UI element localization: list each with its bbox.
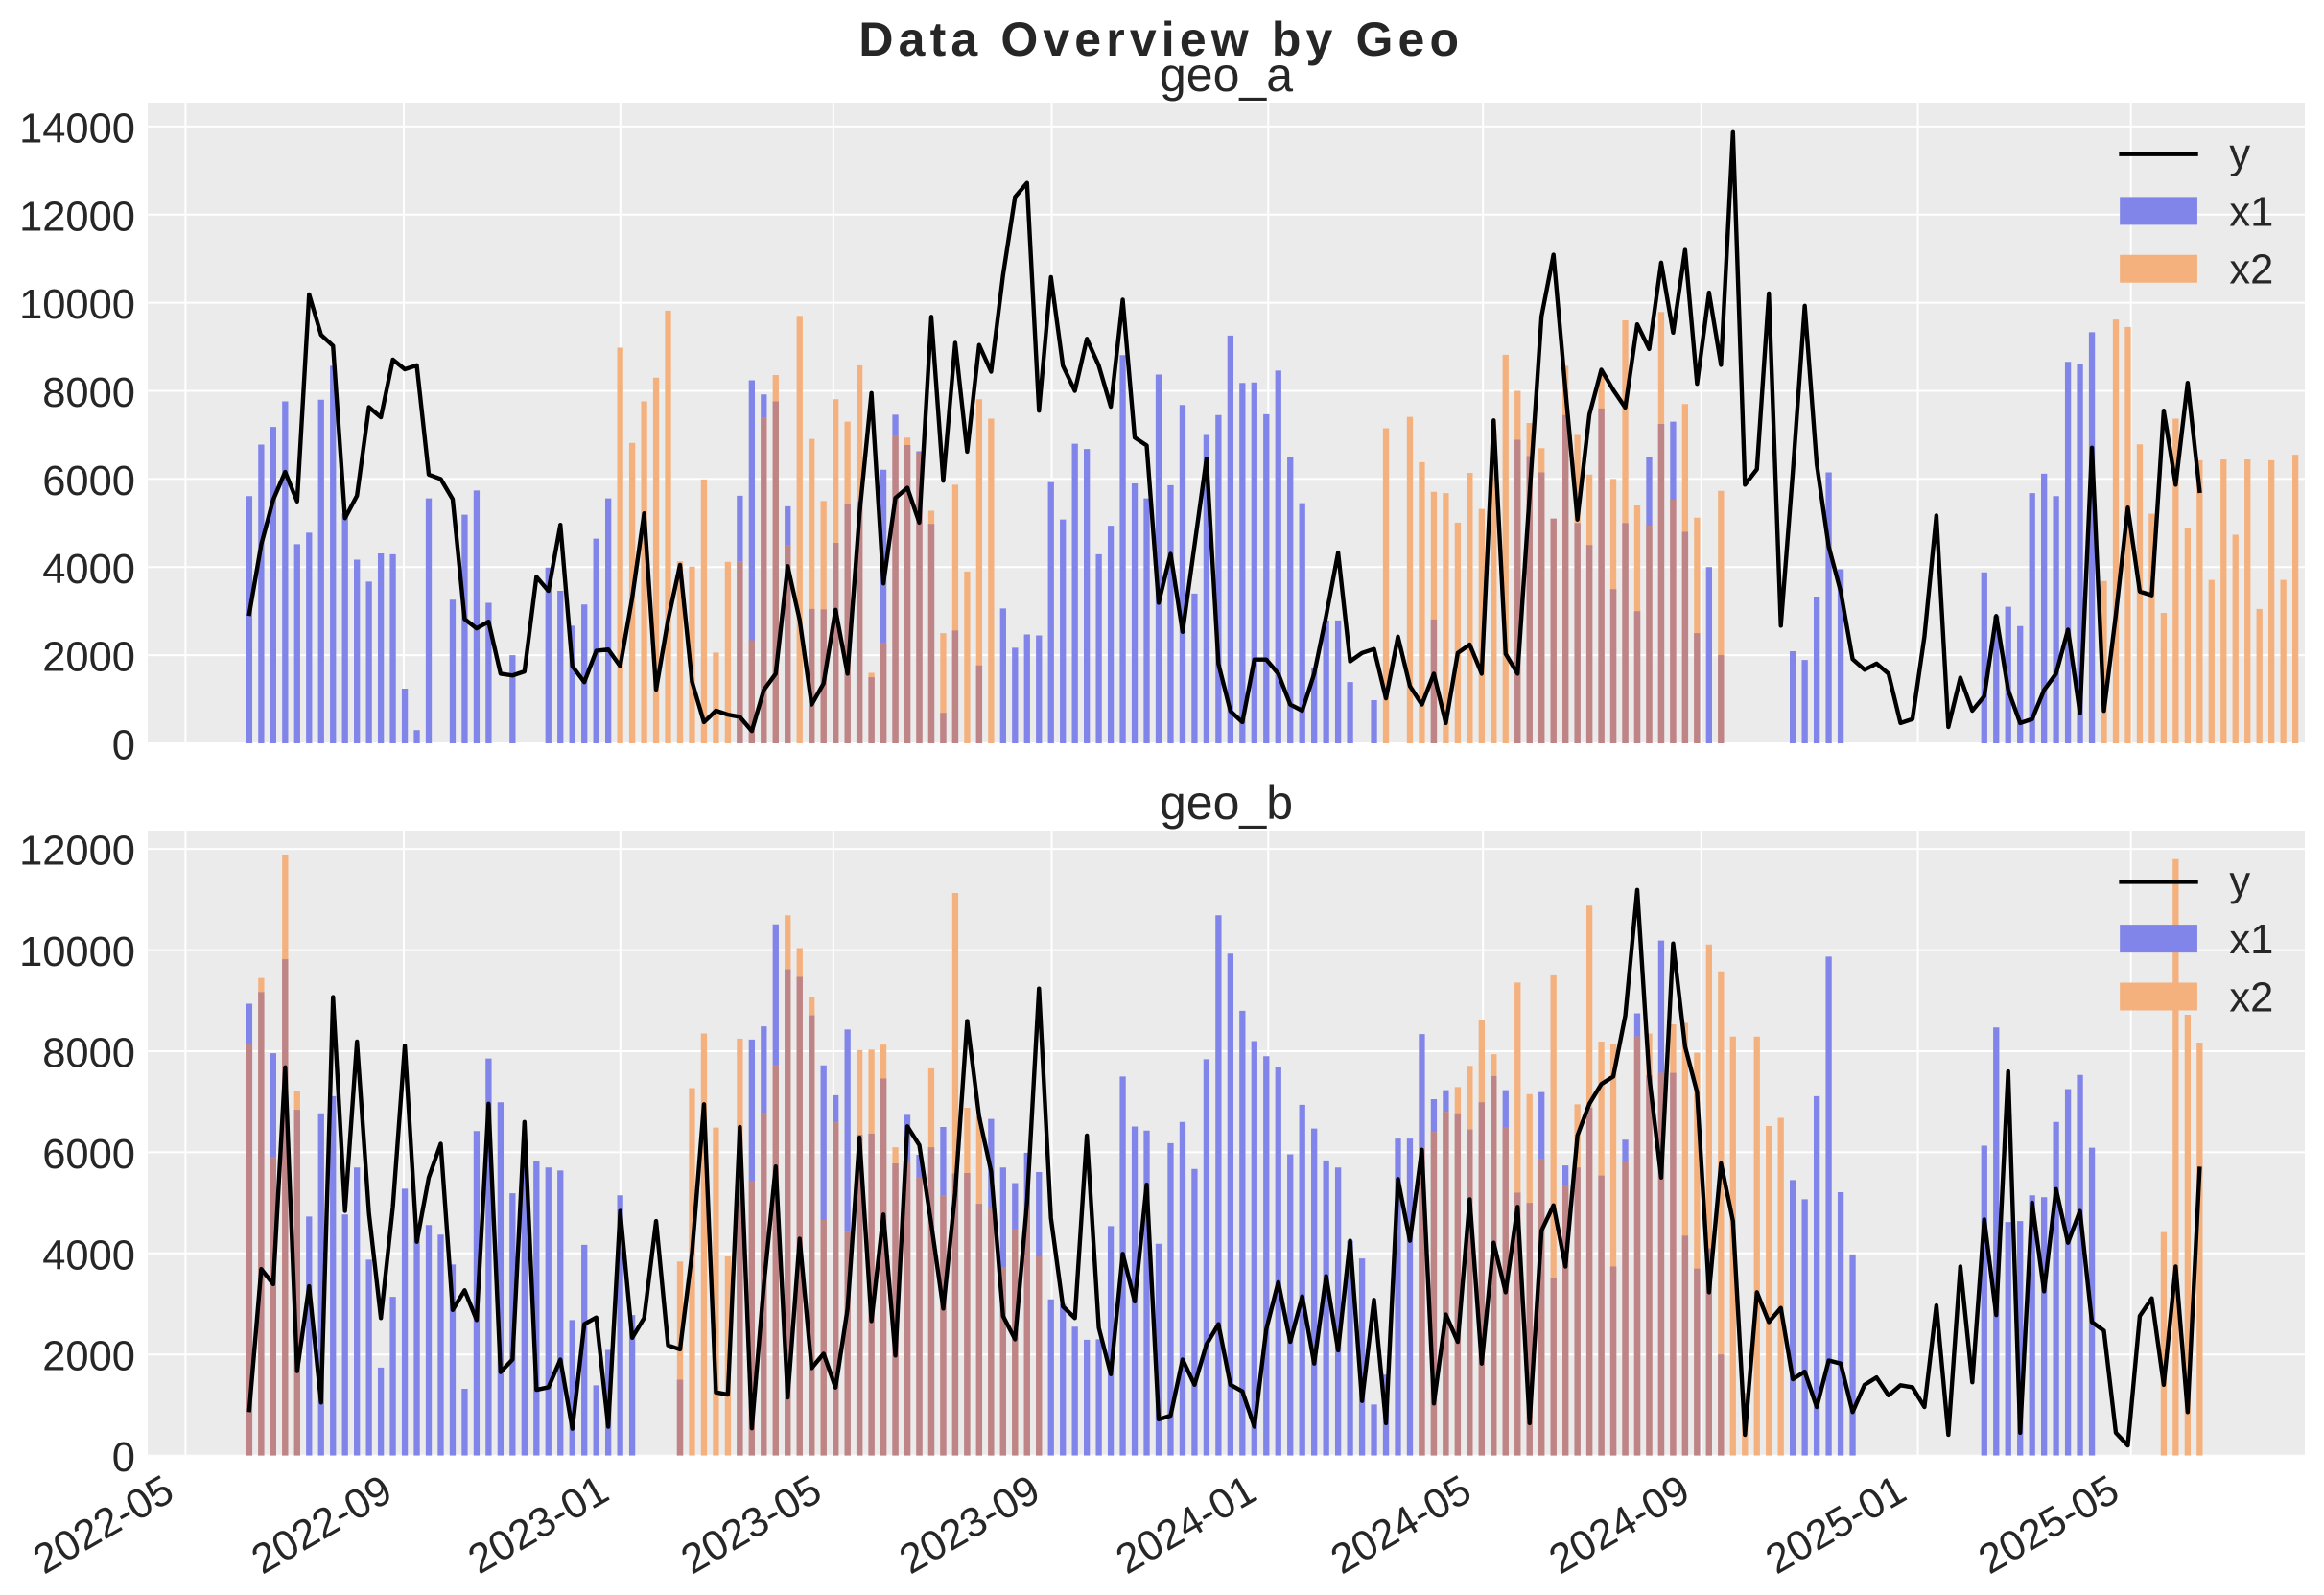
svg-text:0: 0 (112, 723, 135, 769)
svg-text:4000: 4000 (42, 1232, 135, 1278)
svg-text:8000: 8000 (42, 370, 135, 416)
svg-text:4000: 4000 (42, 547, 135, 593)
svg-text:10000: 10000 (19, 282, 135, 328)
svg-text:x2: x2 (2229, 974, 2273, 1020)
svg-text:y: y (2229, 859, 2250, 905)
svg-text:2000: 2000 (42, 1334, 135, 1380)
svg-text:12000: 12000 (19, 829, 135, 875)
svg-text:0: 0 (112, 1435, 135, 1481)
svg-text:14000: 14000 (19, 106, 135, 152)
svg-text:6000: 6000 (42, 1132, 135, 1178)
svg-text:y: y (2229, 131, 2250, 177)
svg-text:12000: 12000 (19, 194, 135, 240)
svg-text:2000: 2000 (42, 635, 135, 681)
svg-text:x2: x2 (2229, 247, 2273, 293)
svg-text:x1: x1 (2229, 189, 2273, 235)
svg-text:10000: 10000 (19, 929, 135, 975)
svg-text:geo_b: geo_b (1160, 776, 1293, 830)
svg-text:geo_a: geo_a (1160, 48, 1293, 102)
svg-text:x1: x1 (2229, 917, 2273, 963)
svg-text:Data Overview by Geo: Data Overview by Geo (858, 12, 1464, 66)
svg-text:8000: 8000 (42, 1031, 135, 1077)
svg-text:6000: 6000 (42, 458, 135, 504)
